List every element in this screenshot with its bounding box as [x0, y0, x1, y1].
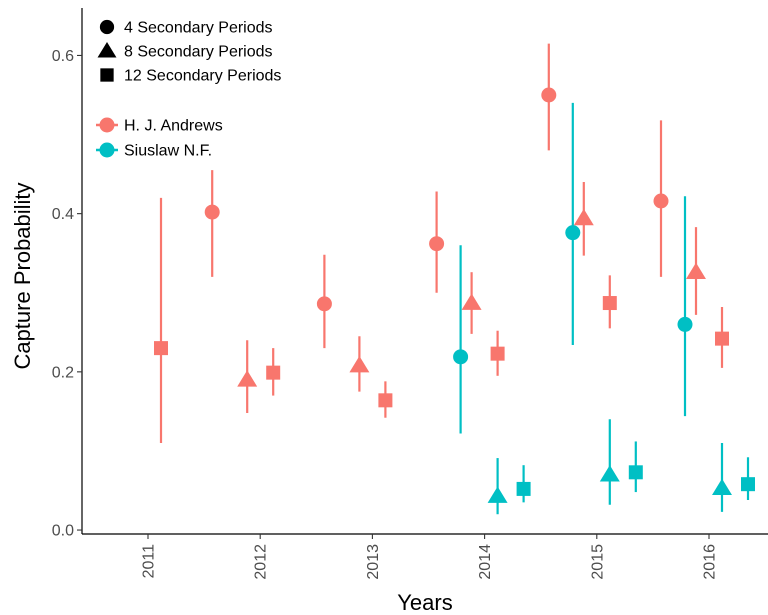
data-point-triangle	[349, 356, 370, 373]
data-point-square	[516, 481, 531, 496]
x-axis: 2011 2012 2013 2014 2015 2016	[82, 533, 768, 580]
data-point-circle	[541, 87, 557, 103]
y-tick-label: 0.2	[52, 364, 74, 381]
data-point-circle	[677, 316, 693, 332]
legend-circle-icon	[99, 117, 115, 133]
data-point-circle	[316, 296, 332, 312]
data-point-triangle	[686, 262, 706, 280]
y-tick-label: 0.0	[52, 523, 74, 540]
legend-label: 8 Secondary Periods	[124, 44, 273, 61]
legend-square-icon	[100, 68, 114, 82]
x-tick-label: 2012	[253, 544, 270, 580]
data-point-square	[602, 296, 617, 311]
data-point-circle	[453, 349, 469, 365]
legend-triangle-icon	[97, 41, 117, 58]
data-point-triangle	[461, 293, 482, 310]
legend-circle-icon	[99, 19, 115, 35]
data-point-square	[266, 365, 281, 380]
legend: 4 Secondary Periods 8 Secondary Periods 12…	[96, 20, 281, 160]
data-point-square	[154, 341, 168, 356]
data-point-square	[715, 331, 729, 346]
x-tick-label: 2016	[702, 544, 719, 580]
data-point-square	[490, 346, 505, 361]
data-point-triangle	[237, 370, 258, 387]
data-point-square	[628, 465, 643, 480]
series-h-j-andrews	[154, 43, 729, 444]
data-point-triangle	[487, 486, 508, 503]
y-axis-title: Capture Probability	[10, 182, 35, 369]
legend-label: 4 Secondary Periods	[124, 20, 273, 37]
x-tick-label: 2015	[589, 544, 606, 580]
data-point-circle	[653, 193, 669, 209]
legend-label: Siuslaw N.F.	[124, 143, 212, 160]
data-point-triangle	[712, 478, 732, 495]
x-axis-title: Years	[397, 590, 452, 615]
x-tick-label: 2011	[141, 544, 158, 579]
legend-circle-icon	[99, 142, 115, 158]
legend-label: 12 Secondary Periods	[124, 68, 281, 85]
data-point-triangle	[573, 208, 594, 226]
series-siuslaw-n-f	[453, 102, 755, 515]
legend-label: H. J. Andrews	[124, 118, 223, 135]
y-tick-label: 0.6	[52, 48, 74, 65]
x-tick-label: 2014	[477, 544, 494, 580]
x-tick-label: 2013	[365, 544, 382, 580]
data-point-circle	[429, 236, 445, 252]
data-point-circle	[204, 204, 220, 220]
y-tick-label: 0.4	[52, 206, 74, 223]
data-point-triangle	[599, 465, 620, 482]
data-point-square	[741, 477, 755, 492]
data-point-circle	[565, 225, 581, 241]
data-point-square	[378, 393, 393, 408]
data-points	[154, 43, 755, 515]
y-axis: 0.0 0.2 0.4 0.6	[52, 8, 83, 540]
